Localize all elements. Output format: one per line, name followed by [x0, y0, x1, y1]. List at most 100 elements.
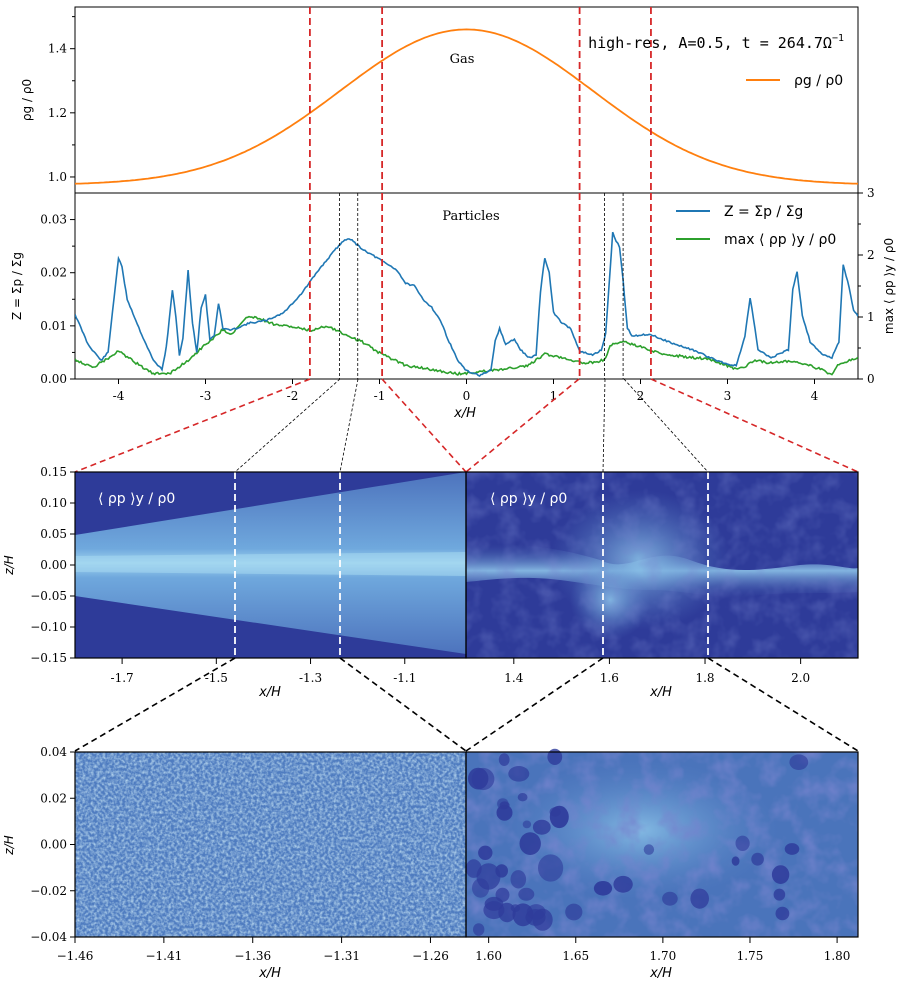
particles-x-ticks: -4 -3 -2 -1 0 1 2 3 4 [113, 379, 819, 403]
particles-ylabel: Z = Σp / Σg [10, 252, 24, 320]
zoom1-xtick-label: 1.8 [695, 671, 714, 685]
zoom1-ytick-label: −0.05 [30, 589, 67, 603]
zoom2-clump [465, 859, 482, 878]
zoom2-clump [751, 852, 764, 866]
zoom1-ytick-label: 0.05 [40, 527, 67, 541]
zoom2-clump [549, 805, 569, 829]
zoom1-xtick-label: 2.0 [791, 671, 810, 685]
zoom2-clump [643, 844, 655, 855]
connector-black-2 [339, 378, 359, 473]
zoom2-xtick-label: 1.65 [562, 949, 589, 963]
metallicity-line [75, 231, 858, 377]
particles-xtick-label: -4 [113, 389, 125, 403]
zoom1-left-label: ⟨ ρp ⟩y / ρ0 [98, 491, 175, 507]
particles-right-ytick-label: 3 [867, 186, 875, 200]
particles-xtick-label: 4 [811, 389, 819, 403]
gas-ytick-label: 1.0 [48, 170, 67, 184]
zoom1-ytick-label: 0.00 [40, 558, 67, 572]
zoom1-xtick-label: 1.4 [504, 671, 523, 685]
connector-2-3 [465, 657, 604, 752]
zoom2-clump [510, 870, 527, 889]
zoom2-clump [565, 903, 583, 921]
zoom1-xtick-label: -1.1 [393, 671, 416, 685]
gas-marker-lines [308, 7, 652, 193]
particles-xtick-label: -3 [200, 389, 212, 403]
max-density-legend-label: max ⟨ ρp ⟩y / ρ0 [724, 232, 836, 248]
connector-red-4 [650, 378, 859, 473]
particles-right-ytick-label: 0 [867, 372, 875, 386]
zoom2-left-xlabel: x/H [258, 966, 281, 981]
zoom1-ylabel: z/H [2, 555, 16, 575]
zoom1-right-frame [465, 471, 859, 659]
zoom2-xtick-label: −1.41 [145, 949, 182, 963]
zoom2-clump [518, 887, 535, 901]
zoom2-clump [547, 748, 563, 766]
connector-red-3 [465, 378, 580, 473]
zoom2-ytick-label: −0.04 [30, 930, 67, 944]
gas-y-ticks: 1.0 1.2 1.4 [48, 16, 75, 184]
zoom2-clump [483, 901, 505, 920]
gas-legend-label: ρg / ρ0 [794, 73, 843, 89]
gas-ylabel: ρg / ρ0 [20, 79, 34, 121]
zoom1-xtick-label: 1.6 [600, 671, 619, 685]
zoom1-left-xlabel: x/H [258, 685, 281, 700]
zoom2-clump [522, 820, 532, 829]
zoom2-right-frame [465, 751, 859, 938]
zoom2-clump [497, 798, 509, 810]
particles-right-ytick-label: 1 [867, 310, 875, 324]
connector-red-1 [74, 378, 311, 473]
zoom2-xtick-label: −1.31 [323, 949, 360, 963]
particles-ytick-label: 0.00 [40, 372, 67, 386]
zoom2-right-xlabel: x/H [649, 966, 672, 981]
zoom2-xtick-label: −1.36 [234, 949, 271, 963]
zoom2-clump [517, 793, 528, 802]
zoom1-right-label: ⟨ ρp ⟩y / ρ0 [490, 491, 567, 507]
zoom1-right-xlabel: x/H [649, 685, 672, 700]
zoom2-clump [532, 819, 551, 835]
particles-xtick-label: 0 [463, 389, 471, 403]
zoom2-clump [538, 854, 564, 882]
zoom2-clump [468, 767, 489, 790]
zoom1-ytick-label: −0.15 [30, 651, 67, 665]
connector-red-2 [381, 378, 467, 473]
zoom2-clump [789, 754, 809, 770]
zoom2-xtick-label: 1.80 [824, 949, 851, 963]
connector-2-4 [707, 657, 859, 752]
particles-xtick-label: -1 [374, 389, 386, 403]
connector-2-1 [74, 657, 236, 752]
particles-xtick-label: 2 [637, 389, 645, 403]
zoom2-clump [613, 875, 633, 893]
zoom2-xtick-label: −1.26 [412, 949, 449, 963]
particles-ytick-label: 0.02 [40, 266, 67, 280]
particles-y-ticks: 0.00 0.01 0.02 0.03 [40, 213, 75, 386]
zoom2-clump [495, 887, 510, 903]
particles-ytick-label: 0.01 [40, 319, 67, 333]
particles-zoom-lines [339, 193, 624, 379]
zoom2-clump [775, 906, 790, 921]
particles-right-ytick-label: 2 [867, 248, 875, 262]
particles-right-y-ticks: 0 1 2 3 [858, 186, 875, 386]
zoom1-ytick-label: 0.15 [40, 465, 67, 479]
connector-black-1 [234, 378, 341, 473]
zoom2-clump [731, 856, 740, 866]
zoom-connectors-2 [74, 657, 859, 752]
zoom2-clump [773, 888, 786, 901]
particles-xtick-label: 1 [550, 389, 558, 403]
zoom2-clump [498, 753, 510, 766]
run-annotation-exponent: −1 [832, 33, 844, 44]
zoom2-ylabel: z/H [2, 835, 16, 855]
connector-black-3 [602, 378, 606, 473]
zoom1-xtick-label: -1.5 [205, 671, 228, 685]
zoom2-clump [495, 864, 509, 878]
particles-ytick-label: 0.03 [40, 213, 67, 227]
particles-panel: 0.00 0.01 0.02 0.03 0 1 2 3 -4 -3 -2 -1 0 1 2 3 4 Z = … [10, 186, 896, 421]
zoom2-ytick-label: 0.02 [40, 791, 67, 805]
particles-xlabel: x/H [453, 406, 476, 421]
connector-2-2 [339, 657, 467, 752]
zoom2-clump [735, 835, 750, 851]
zoom2-ytick-label: −0.02 [30, 884, 67, 898]
zoom2-y-ticks: −0.04 −0.02 0.00 0.02 0.04 [30, 745, 75, 944]
zoom1-xtick-label: -1.7 [111, 671, 134, 685]
zoom1-left-midplane [75, 552, 466, 576]
zoom2-clump [662, 891, 678, 906]
